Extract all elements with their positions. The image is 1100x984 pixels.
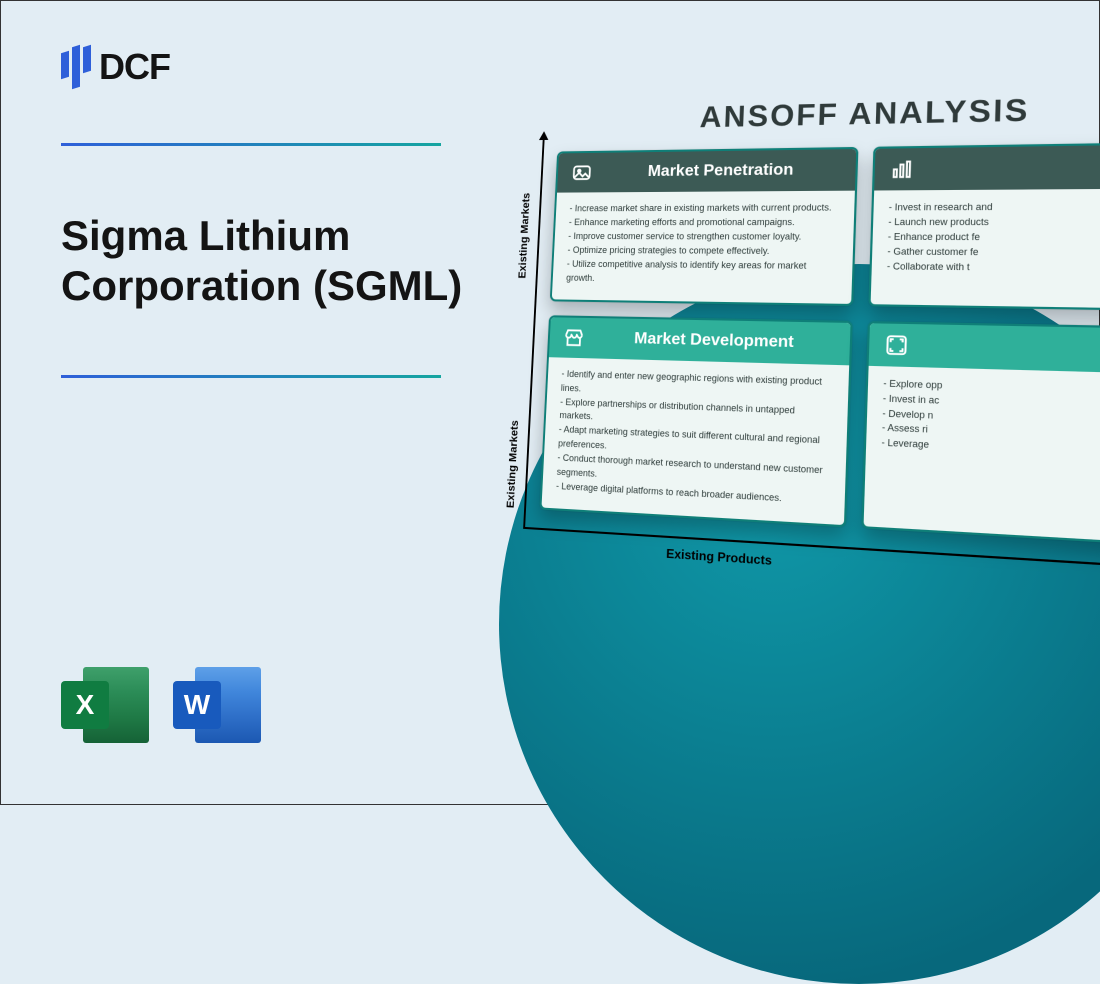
excel-badge: X [61, 681, 109, 729]
bullet: Improve customer service to strengthen c… [568, 230, 839, 245]
ansoff-matrix: ANSOFF ANALYSIS Existing Markets Existin… [528, 89, 1100, 600]
card-market-penetration: Market Penetration Increase market share… [550, 147, 859, 306]
brand-logo: DCF [61, 46, 481, 88]
divider-bottom [61, 375, 441, 378]
card-bottom-right: Explore opp Invest in ac Develop n Asses… [861, 321, 1100, 549]
excel-icon[interactable]: X [61, 661, 149, 749]
card-title [922, 345, 1100, 351]
bullet: Collaborate with t [887, 260, 1100, 278]
card-bullets: Increase market share in existing market… [552, 191, 855, 304]
bullet: Optimize pricing strategies to compete e… [567, 244, 838, 260]
card-market-development: Market Development Identify and enter ne… [539, 315, 852, 528]
left-column: DCF Sigma Lithium Corporation (SGML) [61, 46, 481, 378]
logo-bars-icon [61, 46, 91, 88]
storefront-icon [563, 326, 585, 349]
word-badge: W [173, 681, 221, 729]
card-title [927, 166, 1100, 169]
image-icon [571, 162, 593, 184]
brand-name: DCF [99, 46, 170, 88]
bullet: Enhance product fe [888, 230, 1100, 246]
card-top-right: Invest in research and Launch new produc… [868, 142, 1100, 312]
card-title: Market Development [596, 329, 835, 353]
matrix-heading: ANSOFF ANALYSIS [548, 89, 1100, 138]
card-title: Market Penetration [604, 161, 841, 182]
divider-top [61, 143, 441, 146]
expand-icon [884, 333, 909, 357]
bullet: Launch new products [888, 215, 1100, 231]
card-bullets: Invest in research and Launch new produc… [871, 188, 1100, 293]
bullet: Enhance marketing efforts and promotiona… [569, 216, 840, 231]
bullet: Utilize competitive analysis to identify… [566, 258, 838, 289]
y-axis-label-top: Existing Markets [517, 193, 533, 279]
bullet: Increase market share in existing market… [569, 201, 839, 216]
bullet: Invest in research and [889, 199, 1100, 215]
file-icons-row: X W [61, 661, 261, 749]
card-bullets: Explore opp Invest in ac Develop n Asses… [865, 365, 1100, 481]
page-title: Sigma Lithium Corporation (SGML) [61, 211, 481, 310]
card-bullets: Identify and enter new geographic region… [541, 357, 849, 525]
bar-chart-icon [890, 158, 915, 181]
word-icon[interactable]: W [173, 661, 261, 749]
y-axis-label-bottom: Existing Markets [505, 420, 521, 509]
matrix-grid: Market Penetration Increase market share… [528, 142, 1100, 600]
